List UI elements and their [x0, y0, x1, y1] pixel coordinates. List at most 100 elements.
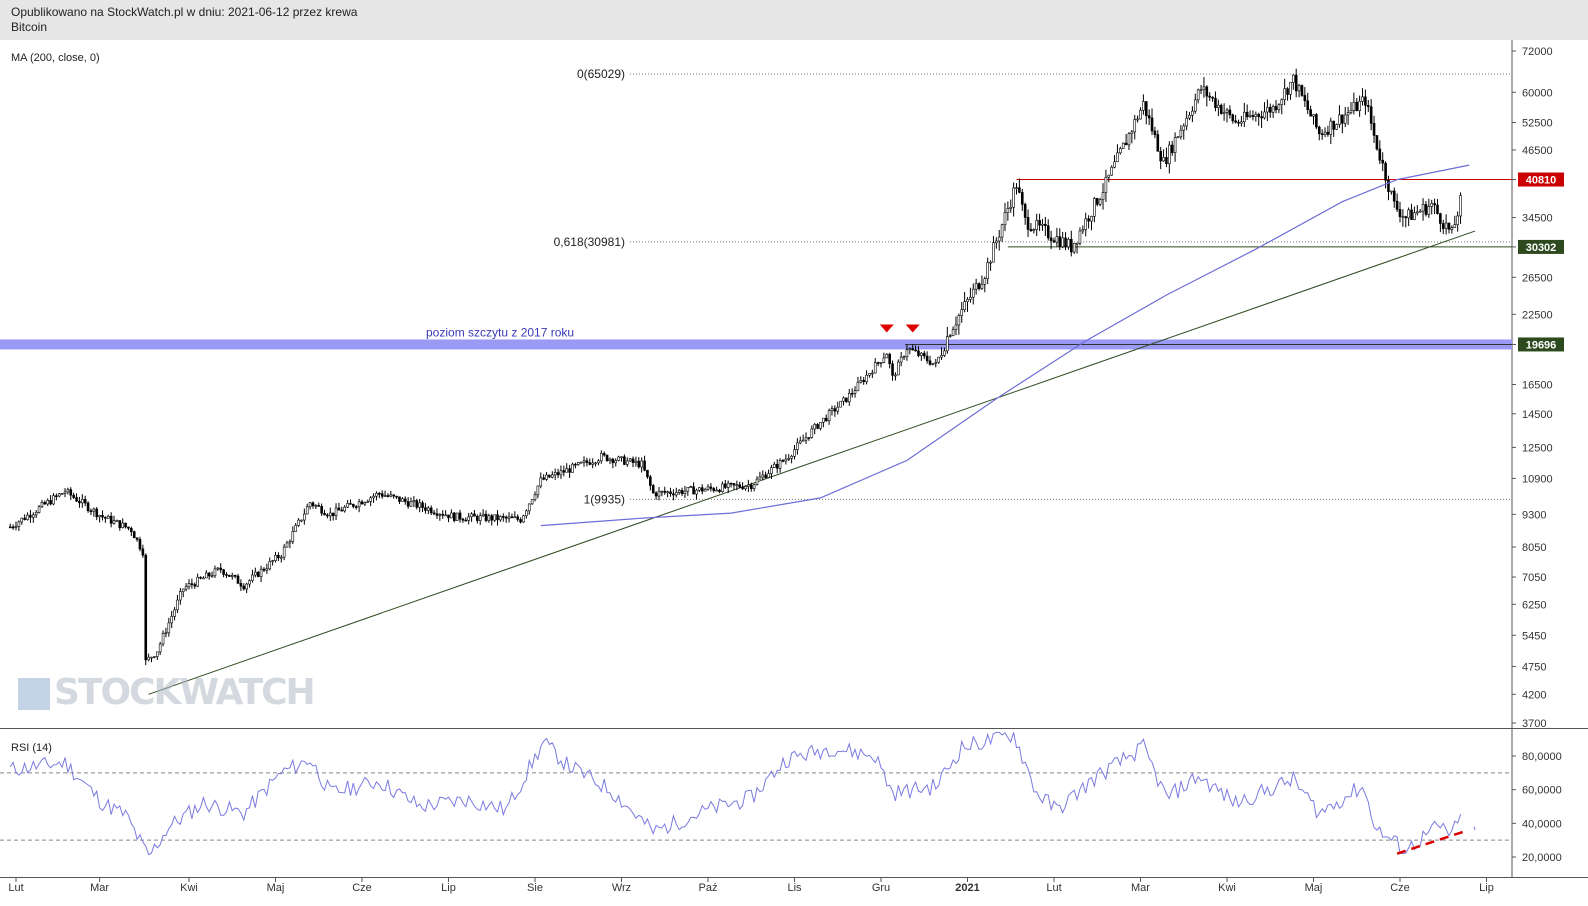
candle-body	[871, 372, 874, 375]
candle-body	[470, 513, 473, 518]
candle-body	[1268, 107, 1272, 113]
candle-body	[40, 502, 44, 508]
candle-body	[1315, 114, 1318, 128]
candle-body	[176, 599, 179, 611]
candle-body	[294, 525, 297, 532]
candle-body	[507, 516, 511, 519]
candle-body	[1095, 198, 1099, 205]
candle-body	[424, 507, 427, 511]
candle-body	[1283, 88, 1286, 100]
candle-body	[862, 380, 866, 383]
candle-body	[106, 515, 110, 519]
candle-body	[1107, 174, 1111, 178]
candle-body	[1116, 152, 1119, 163]
price-tick-label: 16500	[1522, 380, 1553, 392]
candle-body	[1439, 213, 1442, 224]
candle-body	[265, 568, 269, 571]
candle-body	[628, 458, 632, 462]
candle-body	[1176, 136, 1180, 139]
candle-body	[179, 591, 182, 601]
candle-body	[824, 417, 828, 422]
candle-body	[1234, 120, 1237, 123]
top-marker-triangle	[879, 324, 894, 333]
candle-body	[297, 519, 300, 526]
candle-body	[527, 503, 531, 512]
candle-body	[550, 474, 554, 478]
candle-body	[461, 518, 465, 521]
candle-body	[793, 449, 796, 457]
candle-body	[695, 489, 698, 495]
candle-body	[1309, 109, 1312, 117]
candle-body	[274, 555, 277, 561]
candle-body	[948, 335, 952, 337]
candle-body	[1292, 74, 1295, 83]
candle-body	[49, 500, 52, 505]
candle-body	[946, 336, 949, 352]
candle-body	[98, 514, 101, 518]
candle-body	[383, 495, 387, 497]
candle-body	[369, 497, 372, 502]
candle-body	[1401, 216, 1405, 218]
candle-body	[1153, 130, 1157, 135]
rsi-tick-label: 40,0000	[1522, 818, 1562, 830]
candle-body	[60, 493, 64, 495]
candle-body	[600, 453, 603, 462]
candle-body	[706, 486, 710, 490]
candle-body	[1110, 166, 1113, 176]
candle-body	[1127, 133, 1131, 146]
candle-body	[1147, 115, 1151, 119]
candle-body	[1416, 211, 1419, 214]
candle-body	[873, 362, 877, 374]
candle-body	[576, 462, 580, 465]
x-tick-label: Lip	[441, 882, 456, 894]
candle-body	[205, 572, 208, 579]
candle-body	[334, 507, 338, 517]
candle-body	[285, 542, 289, 548]
candle-body	[666, 491, 669, 494]
candle-body	[92, 508, 96, 512]
candle-body	[513, 516, 517, 519]
candle-body	[1421, 204, 1425, 212]
candle-body	[1436, 204, 1439, 214]
candle-body	[663, 490, 667, 493]
candle-body	[963, 301, 966, 311]
candle-body	[585, 460, 589, 463]
x-tick-label: Mar	[1131, 882, 1150, 894]
candle-body	[337, 507, 341, 511]
x-tick-label: Cze	[352, 882, 372, 894]
candle-body	[1297, 85, 1301, 92]
candle-body	[228, 574, 231, 577]
candle-body	[363, 502, 367, 505]
candle-body	[1222, 112, 1226, 114]
candle-body	[193, 584, 197, 587]
price-tick-label: 12500	[1522, 442, 1553, 454]
candle-body	[196, 576, 199, 587]
candle-body	[796, 442, 799, 450]
candle-body	[1271, 106, 1275, 113]
candle-body	[767, 473, 770, 478]
candle-body	[496, 514, 499, 521]
candle-body	[340, 509, 344, 512]
candle-body	[386, 495, 390, 497]
candle-body	[801, 439, 805, 442]
candle-body	[210, 575, 214, 578]
candle-body	[1245, 111, 1249, 118]
candle-body	[980, 283, 984, 289]
candle-body	[1346, 112, 1350, 116]
candle-body	[703, 489, 707, 492]
candle-body	[1026, 217, 1030, 230]
candle-body	[1124, 142, 1128, 146]
candle-body	[1078, 230, 1082, 244]
candle-body	[398, 496, 401, 502]
candle-body	[1150, 117, 1154, 132]
candle-body	[455, 512, 459, 521]
candle-body	[1390, 190, 1393, 193]
candle-body	[620, 456, 623, 459]
price-tick-label: 4200	[1522, 689, 1546, 701]
candle-body	[230, 574, 234, 577]
x-tick-label: Kwi	[180, 882, 198, 894]
candle-body	[167, 622, 171, 634]
candle-body	[63, 491, 67, 494]
candle-body	[1038, 220, 1041, 226]
